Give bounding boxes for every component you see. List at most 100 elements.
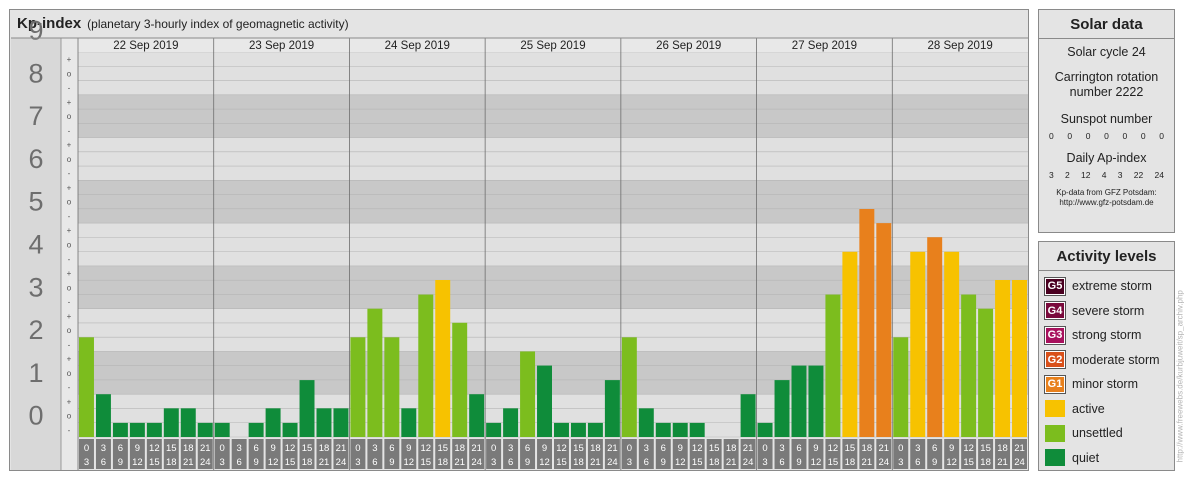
kp-bar bbox=[638, 408, 654, 437]
hour-cell bbox=[350, 439, 366, 469]
kp-bar bbox=[995, 280, 1011, 437]
kp-bar bbox=[621, 337, 637, 437]
kp-bar bbox=[95, 394, 111, 437]
ap-values: 3 2 12 4 3 22 24 bbox=[1039, 170, 1174, 180]
hour-end-label: 9 bbox=[796, 457, 801, 468]
date-header bbox=[78, 38, 1028, 52]
solar-data-panel: Solar data Solar cycle 24 Carrington rot… bbox=[1038, 9, 1175, 233]
level-swatch bbox=[1045, 400, 1065, 418]
hour-cell bbox=[401, 439, 417, 469]
hour-start-label: 0 bbox=[84, 443, 89, 454]
kp-bar bbox=[265, 408, 281, 437]
kp-bar bbox=[146, 422, 162, 437]
kp-bar bbox=[842, 251, 858, 437]
hour-start-label: 0 bbox=[762, 443, 767, 454]
hour-start-label: 9 bbox=[542, 443, 547, 454]
hour-start-label: 6 bbox=[118, 443, 123, 454]
hour-start-label: 9 bbox=[135, 443, 140, 454]
hour-cell bbox=[672, 439, 688, 469]
level-label: moderate storm bbox=[1072, 352, 1160, 367]
sunspot-label: Sunspot number bbox=[1060, 112, 1153, 126]
hour-end-label: 9 bbox=[253, 457, 258, 468]
hour-end-label: 3 bbox=[627, 457, 632, 468]
solar-data-title: Solar data bbox=[1039, 10, 1174, 39]
day-label: 25 Sep 2019 bbox=[520, 40, 585, 52]
ap-value-0: 3 bbox=[1049, 170, 1054, 180]
hour-start-label: 21 bbox=[879, 443, 890, 454]
hour-cell bbox=[79, 439, 94, 469]
sub-tick-label: + bbox=[67, 312, 72, 321]
hour-cell bbox=[503, 439, 519, 469]
hour-start-label: 21 bbox=[200, 443, 211, 454]
hour-end-label: 21 bbox=[319, 457, 330, 468]
hour-start-label: 0 bbox=[220, 443, 225, 454]
hour-end-label: 24 bbox=[1014, 457, 1025, 468]
kp-bar bbox=[214, 422, 230, 437]
ap-value-3: 4 bbox=[1101, 170, 1107, 180]
kp-bar bbox=[486, 422, 502, 437]
hour-end-label: 6 bbox=[101, 457, 106, 468]
kp-bar bbox=[299, 380, 315, 437]
day-label: 27 Sep 2019 bbox=[792, 40, 857, 52]
hour-start-label: 3 bbox=[508, 443, 513, 454]
hour-end-label: 24 bbox=[200, 457, 211, 468]
hour-end-label: 15 bbox=[149, 457, 160, 468]
hour-start-label: 6 bbox=[389, 443, 394, 454]
kp-bar bbox=[469, 394, 485, 437]
sunspot-value-0: 0 bbox=[1049, 131, 1054, 141]
sub-tick-label: o bbox=[67, 412, 72, 421]
hour-end-label: 6 bbox=[508, 457, 513, 468]
kp-bar bbox=[401, 408, 417, 437]
sunspot-value-4: 0 bbox=[1122, 131, 1128, 141]
hour-start-label: 0 bbox=[627, 443, 632, 454]
hour-cell bbox=[520, 439, 536, 469]
level-item-6: unsettled bbox=[1039, 421, 1174, 446]
kp-bar bbox=[774, 380, 790, 437]
hour-start-label: 15 bbox=[980, 443, 991, 454]
hour-end-label: 3 bbox=[355, 457, 360, 468]
hour-end-label: 6 bbox=[644, 457, 649, 468]
carrington-rotation: Carrington rotation number 2222 bbox=[1054, 70, 1159, 99]
day-label: 23 Sep 2019 bbox=[249, 40, 314, 52]
hour-cell bbox=[1012, 439, 1027, 469]
level-label: quiet bbox=[1072, 450, 1100, 465]
credit-text[interactable]: http://www.freewebs.de/kurbjuweit/sp_arc… bbox=[1175, 290, 1184, 463]
hour-cell bbox=[706, 439, 722, 469]
source-link[interactable]: http://www.gfz-potsdam.de bbox=[1059, 198, 1154, 207]
hour-start-label: 3 bbox=[237, 443, 242, 454]
kp-bar bbox=[350, 337, 366, 437]
kp-bar bbox=[112, 422, 128, 437]
y-tick-label: 8 bbox=[28, 58, 43, 88]
hour-cell bbox=[384, 439, 400, 469]
hour-end-label: 21 bbox=[454, 457, 465, 468]
hour-end-label: 15 bbox=[556, 457, 567, 468]
y-tick-label: 7 bbox=[28, 101, 43, 131]
activity-level-list: G5 extreme storm G4 severe storm G3 strong st… bbox=[1039, 271, 1174, 470]
hour-start-label: 6 bbox=[932, 443, 937, 454]
hour-end-label: 21 bbox=[183, 457, 194, 468]
kp-bar bbox=[163, 408, 179, 437]
hour-end-label: 21 bbox=[726, 457, 737, 468]
level-swatch bbox=[1045, 424, 1065, 442]
kp-band bbox=[78, 180, 1028, 224]
sub-tick-label: - bbox=[68, 255, 71, 264]
y-tick-label: 9 bbox=[28, 16, 43, 46]
sub-tick-label: o bbox=[67, 326, 72, 335]
hour-cell bbox=[282, 439, 298, 469]
hour-end-label: 9 bbox=[389, 457, 394, 468]
hour-cell bbox=[944, 439, 960, 469]
level-item-1: G4 severe storm bbox=[1039, 299, 1174, 324]
y-label-column bbox=[11, 38, 61, 470]
kp-bar bbox=[180, 408, 196, 437]
hour-start-label: 9 bbox=[270, 443, 275, 454]
hour-cell bbox=[180, 439, 196, 469]
hour-start-label: 12 bbox=[556, 443, 567, 454]
activity-levels-panel: Activity levels G5 extreme storm G4 severe … bbox=[1038, 241, 1175, 471]
hour-cell bbox=[537, 439, 552, 469]
hour-end-label: 18 bbox=[166, 457, 177, 468]
day-label: 22 Sep 2019 bbox=[113, 40, 178, 52]
level-item-3: G2 moderate storm bbox=[1039, 348, 1174, 373]
hour-cell bbox=[791, 439, 807, 469]
level-label: severe storm bbox=[1072, 303, 1145, 318]
kp-bar bbox=[282, 422, 298, 437]
